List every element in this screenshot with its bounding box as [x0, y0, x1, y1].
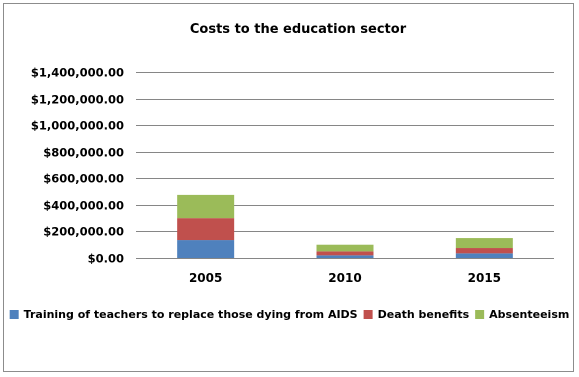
y-tick-label: $1,200,000.00 — [31, 93, 124, 107]
bar-segment — [316, 251, 374, 256]
bar-segment — [316, 255, 374, 258]
y-tick-label: $1,400,000.00 — [31, 66, 124, 80]
y-tick-label: $600,000.00 — [43, 172, 124, 186]
bar-segment — [177, 194, 235, 219]
legend-swatch — [475, 310, 485, 319]
x-tick-label: 2005 — [189, 271, 222, 285]
x-axis-ticks: 2005 2010 2015 — [189, 271, 501, 285]
y-tick-label: $400,000.00 — [43, 199, 124, 213]
y-tick-label: $0.00 — [88, 252, 124, 266]
bar-segment — [455, 253, 513, 258]
legend-label: Training of teachers to replace those dy… — [24, 308, 358, 321]
x-tick-label: 2010 — [328, 271, 361, 285]
y-tick-label: $200,000.00 — [43, 225, 124, 239]
x-tick-label: 2015 — [468, 271, 501, 285]
bar-segment — [177, 240, 235, 258]
bar-segment — [177, 218, 235, 241]
legend-swatch — [363, 310, 373, 319]
legend-item: Training of teachers to replace those dy… — [9, 308, 358, 321]
bar-segment — [455, 238, 513, 249]
y-tick-label: $800,000.00 — [43, 146, 124, 160]
legend-swatch — [9, 310, 19, 319]
bars — [177, 194, 513, 258]
legend-label: Absenteeism — [489, 308, 569, 321]
bar-segment — [316, 244, 374, 252]
y-tick-label: $1,000,000.00 — [31, 119, 124, 133]
legend: Training of teachers to replace those dy… — [9, 308, 569, 321]
legend-item: Absenteeism — [475, 308, 569, 321]
legend-item: Death benefits — [363, 308, 470, 321]
bar-segment — [455, 248, 513, 254]
y-axis-ticks: $0.00 $200,000.00 $400,000.00 $600,000.00 $8… — [31, 66, 124, 266]
chart-title: Costs to the education sector — [190, 22, 407, 37]
legend-label: Death benefits — [378, 308, 470, 321]
